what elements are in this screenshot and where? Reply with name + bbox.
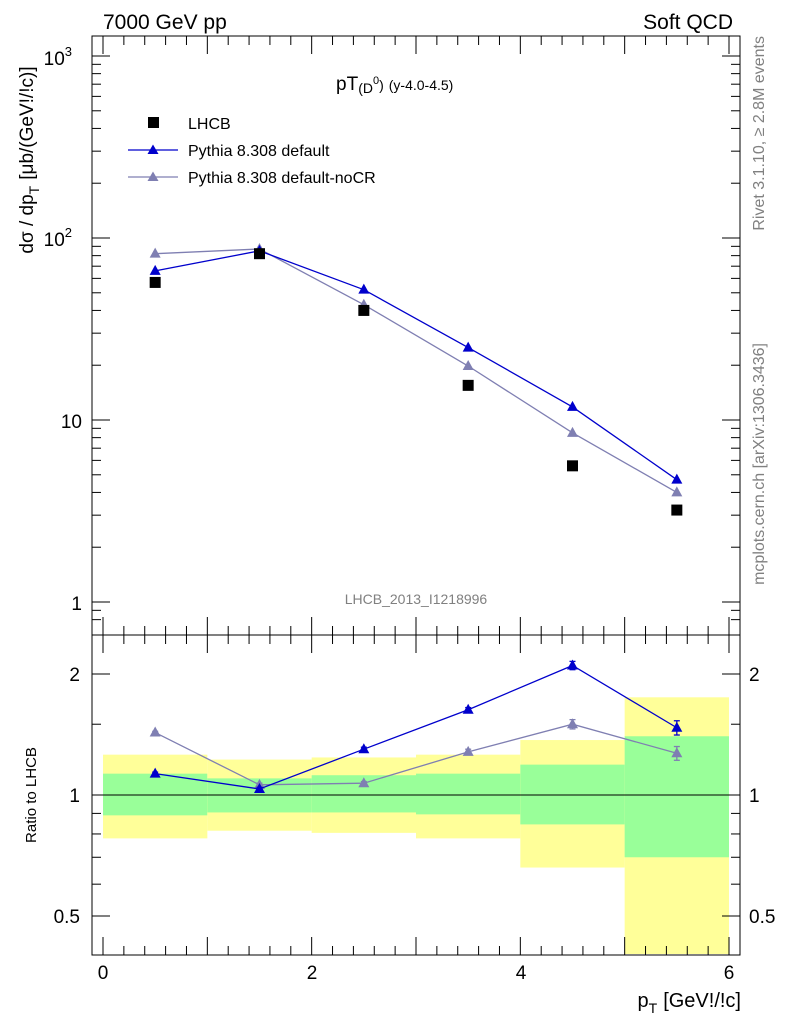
ratio-point-default bbox=[149, 767, 161, 778]
main-ytick-label-1: 1 bbox=[71, 594, 82, 615]
legend-label-default: Pythia 8.308 default bbox=[188, 143, 330, 160]
ratio-point-nocr bbox=[462, 745, 474, 756]
ratio-point-default bbox=[567, 659, 578, 670]
ratio-line-default bbox=[155, 664, 678, 790]
main-point-nocr bbox=[567, 426, 578, 437]
ratio-point-default bbox=[358, 743, 370, 754]
ratio-frame bbox=[91, 634, 741, 956]
ratio-panel: Ratio to LHCB 0.5 1 2 0.5 1 2 0 2 4 6 pT… bbox=[23, 634, 775, 1016]
header-energy-label: 7000 GeV pp bbox=[103, 11, 227, 34]
ytick-1000-exp: 3 bbox=[65, 44, 72, 59]
ratio-ytick-label-2-left: 2 bbox=[69, 665, 80, 686]
main-title: pT(D0) (y-4.0-4.5) bbox=[336, 74, 453, 96]
title-sup: 0 bbox=[373, 75, 379, 87]
ratio-ytick-label-1-left: 1 bbox=[69, 786, 80, 807]
title-sub: (D bbox=[358, 80, 373, 96]
ylabel-main: dσ / dp bbox=[17, 194, 38, 253]
main-ytick-label-10: 10 bbox=[61, 412, 82, 433]
main-point-default bbox=[358, 283, 370, 294]
main-point-default bbox=[671, 473, 683, 484]
ytick-100-base: 10 bbox=[44, 230, 65, 251]
main-point-lhcb bbox=[149, 276, 161, 288]
main-point-nocr bbox=[671, 486, 683, 497]
title-sub-close: ) bbox=[379, 77, 384, 93]
xlabel-unit: [GeV!/!c] bbox=[663, 990, 741, 1012]
legend-marker-default bbox=[147, 144, 159, 154]
ratio-point-default bbox=[462, 703, 474, 714]
ratio-ylabel: Ratio to LHCB bbox=[23, 747, 40, 843]
ratio-series bbox=[149, 659, 683, 793]
main-point-lhcb bbox=[671, 504, 683, 516]
analysis-watermark: LHCB_2013_I1218996 bbox=[345, 591, 488, 607]
ratio-point-default bbox=[254, 782, 265, 793]
mcplots-reference-label: mcplots.cern.ch [arXiv:1306.3436] bbox=[751, 343, 768, 585]
ratio-line-nocr bbox=[154, 723, 678, 786]
main-point-lhcb bbox=[567, 460, 578, 472]
main-panel: pT(D0) (y-4.0-4.5) dσ / dpT [μb/(GeV!/!c)]… bbox=[17, 35, 741, 636]
ratio-ytick-label-1-right: 1 bbox=[749, 786, 760, 807]
ratio-point-nocr bbox=[358, 777, 370, 788]
main-ylabel: dσ / dpT [μb/(GeV!/!c)] bbox=[17, 66, 42, 253]
xtick-label-2: 2 bbox=[307, 963, 318, 984]
ratio-ytick-label-0.5-right: 0.5 bbox=[749, 907, 775, 928]
ytick-1000-base: 10 bbox=[44, 49, 65, 70]
ytick-100-exp: 2 bbox=[65, 225, 72, 240]
title-rest: (y-4.0-4.5) bbox=[389, 77, 454, 93]
ylabel-unit: [μb/(GeV!/!c)] bbox=[17, 66, 38, 179]
ratio-xlabel: pT [GeV!/!c] bbox=[638, 990, 742, 1016]
ratio-bands bbox=[103, 697, 729, 954]
ratio-band-inner bbox=[416, 773, 521, 815]
ylabel-sub: T bbox=[26, 185, 42, 194]
legend-label-nocr: Pythia 8.308 default-noCR bbox=[188, 170, 376, 187]
main-point-default bbox=[462, 341, 474, 352]
legend-label-lhcb: LHCB bbox=[188, 116, 231, 133]
ratio-point-nocr bbox=[671, 747, 683, 758]
ratio-point-nocr bbox=[149, 726, 161, 737]
main-point-nocr bbox=[149, 247, 161, 258]
ratio-point-default bbox=[671, 721, 683, 732]
legend: LHCB Pythia 8.308 default Pythia 8.308 d… bbox=[128, 116, 376, 187]
main-ytick-label-1000: 103 bbox=[44, 44, 72, 70]
main-ytick-label-100: 102 bbox=[44, 225, 72, 251]
xlabel-sub: T bbox=[649, 1000, 658, 1016]
main-point-default bbox=[567, 400, 578, 411]
xtick-label-4: 4 bbox=[516, 963, 527, 984]
rivet-version-label: Rivet 3.1.10, ≥ 2.8M events bbox=[751, 36, 768, 231]
xtick-label-0: 0 bbox=[98, 963, 109, 984]
main-point-default bbox=[149, 264, 161, 275]
main-point-lhcb bbox=[462, 379, 474, 391]
main-line-default bbox=[155, 250, 678, 481]
ratio-ticks bbox=[92, 635, 740, 955]
legend-marker-lhcb bbox=[148, 117, 159, 128]
title-main: pT bbox=[336, 74, 359, 95]
ratio-ytick-label-0.5-left: 0.5 bbox=[54, 907, 80, 928]
main-point-lhcb bbox=[358, 304, 370, 316]
main-point-lhcb bbox=[254, 248, 265, 260]
main-ticks bbox=[92, 36, 740, 635]
xlabel-main: p bbox=[638, 990, 649, 1012]
header-category-label: Soft QCD bbox=[643, 11, 733, 34]
ratio-ytick-label-2-right: 2 bbox=[749, 665, 760, 686]
ratio-point-nocr bbox=[567, 718, 578, 729]
legend-marker-nocr bbox=[147, 171, 159, 181]
main-line-nocr bbox=[155, 248, 678, 493]
main-series bbox=[149, 243, 683, 516]
main-point-nocr bbox=[462, 360, 474, 371]
xtick-label-6: 6 bbox=[724, 963, 735, 984]
